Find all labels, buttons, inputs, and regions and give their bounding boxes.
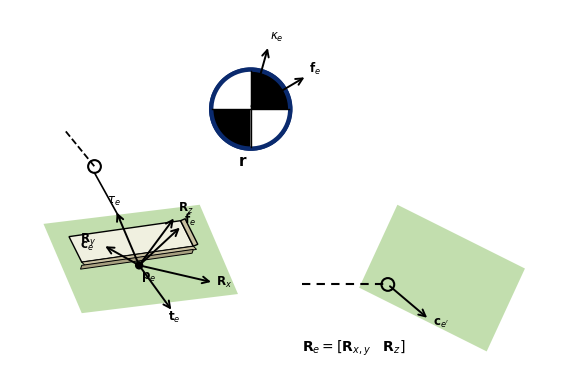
- Text: $\mathbf{f}_e$: $\mathbf{f}_e$: [184, 212, 197, 228]
- Polygon shape: [359, 205, 525, 351]
- Text: $\mathbf{r}$: $\mathbf{r}$: [238, 154, 248, 169]
- Polygon shape: [81, 246, 197, 265]
- Wedge shape: [251, 71, 289, 109]
- Wedge shape: [212, 71, 251, 109]
- Text: $\mathbf{p}_e$: $\mathbf{p}_e$: [141, 270, 156, 285]
- Text: $\mathbf{c}_e$: $\mathbf{c}_e$: [80, 240, 94, 253]
- Text: $\mathbf{R}_y$: $\mathbf{R}_y$: [80, 231, 96, 248]
- Circle shape: [211, 70, 290, 149]
- Wedge shape: [251, 109, 289, 147]
- Text: $\mathbf{c}_{e'}$: $\mathbf{c}_{e'}$: [433, 317, 449, 330]
- Polygon shape: [180, 219, 198, 246]
- Polygon shape: [43, 205, 238, 313]
- Text: $\mathbf{R}_x$: $\mathbf{R}_x$: [216, 275, 232, 290]
- Text: $\mathbf{t}_e$: $\mathbf{t}_e$: [168, 310, 180, 325]
- Text: $\mathbf{f}_e$: $\mathbf{f}_e$: [309, 61, 321, 78]
- Wedge shape: [212, 109, 251, 147]
- Text: $\mathbf{R}_e = \left[\mathbf{R}_{x,y} \quad \mathbf{R}_z\right]$: $\mathbf{R}_e = \left[\mathbf{R}_{x,y} \…: [302, 339, 405, 358]
- Text: $\kappa_e$: $\kappa_e$: [270, 31, 283, 44]
- Polygon shape: [69, 221, 194, 262]
- Text: $\mathbf{R}_z$: $\mathbf{R}_z$: [178, 201, 194, 216]
- Text: $\tau_e$: $\tau_e$: [108, 194, 121, 208]
- Circle shape: [136, 262, 143, 269]
- Polygon shape: [80, 249, 194, 269]
